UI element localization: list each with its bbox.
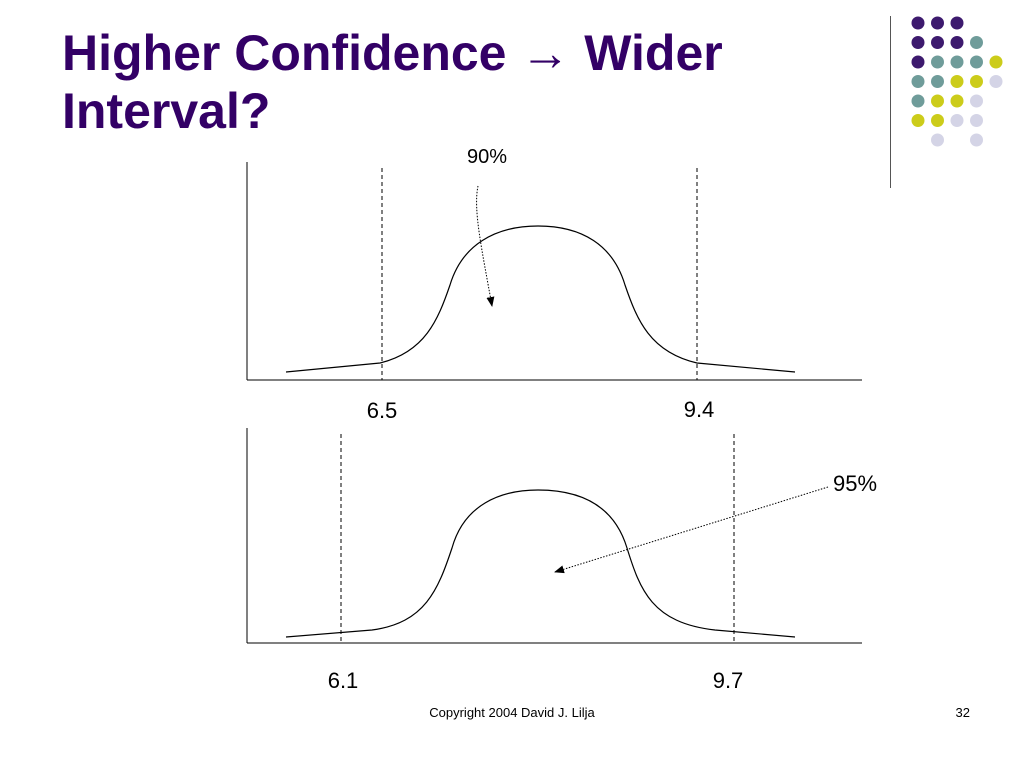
top-lower-bound-label: 6.5 — [367, 398, 398, 423]
decorative-dot — [931, 94, 944, 108]
top-upper-bound-label: 9.4 — [684, 397, 715, 422]
decorative-dot — [950, 94, 964, 108]
decorative-dot — [931, 114, 944, 127]
decorative-dot — [931, 36, 944, 49]
page-number: 32 — [955, 705, 970, 720]
decorative-dot — [950, 75, 964, 88]
decorative-dot — [931, 133, 944, 147]
top-distribution-curve — [285, 225, 796, 373]
decorative-dot — [989, 75, 1003, 88]
bottom-lower-bound-label: 6.1 — [328, 668, 359, 693]
decorative-dot — [911, 75, 925, 88]
slide-title: Higher Confidence → Wider Interval? — [62, 24, 862, 140]
decorative-dot — [911, 114, 925, 127]
decorative-dot — [931, 75, 944, 88]
bottom-distribution-curve — [285, 489, 796, 638]
decorative-dot — [950, 36, 964, 49]
decorative-dot — [970, 36, 983, 49]
top-panel: 90% 6.5 9.4 — [246, 146, 862, 423]
decorative-dot — [970, 133, 983, 147]
decorative-dot — [911, 94, 925, 108]
bottom-upper-bound-label: 9.7 — [713, 668, 744, 693]
decorative-dot — [970, 55, 983, 69]
decorative-dot — [931, 16, 944, 30]
decorative-dot — [970, 75, 983, 88]
slide-title-line-2: Interval? — [62, 83, 271, 139]
decorative-dot — [911, 16, 925, 30]
decorative-dot-grid — [911, 16, 1003, 147]
decorative-dot — [970, 94, 983, 108]
bottom-panel: 95% 6.1 9.7 — [246, 428, 877, 693]
decorative-dot — [970, 114, 983, 127]
decorative-dot — [950, 16, 964, 30]
decorative-dot — [950, 114, 964, 127]
bottom-confidence-label: 95% — [833, 471, 877, 496]
copyright-notice: Copyright 2004 David J. Lilja — [429, 705, 595, 720]
decorative-vertical-rule — [890, 16, 891, 188]
decorative-dot — [911, 55, 925, 69]
bottom-confidence-arrow — [554, 486, 829, 574]
decorative-dot — [931, 55, 944, 69]
decorative-dot — [950, 55, 964, 69]
top-confidence-label: 90% — [467, 146, 507, 168]
decorative-dot — [989, 55, 1003, 69]
top-confidence-arrow — [476, 185, 495, 307]
slide-title-line-1: Higher Confidence → Wider — [62, 25, 723, 81]
decorative-dot — [911, 36, 925, 49]
